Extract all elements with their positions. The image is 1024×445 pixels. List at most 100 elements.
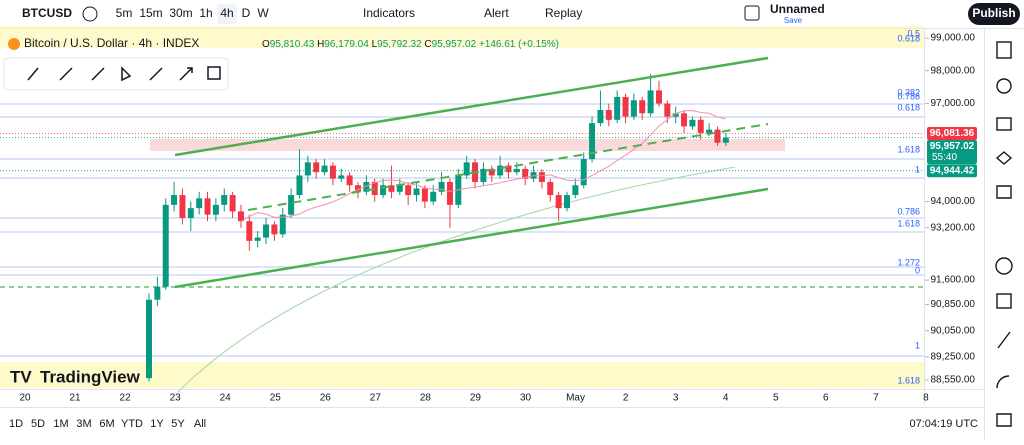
fib-label: 0 (915, 265, 920, 275)
resistance-zone (150, 139, 785, 151)
candle-body (497, 165, 504, 176)
legend-title: Bitcoin / U.S. Dollar · 4h · INDEX (24, 36, 199, 50)
text-part: +146.61 (+0.15%) (479, 39, 559, 50)
range-button[interactable]: 5Y (171, 418, 185, 430)
candle-body (681, 113, 688, 127)
interval[interactable]: 15m (139, 6, 162, 20)
interval[interactable]: W (257, 6, 269, 20)
range-button[interactable]: 6M (99, 418, 114, 430)
candle-body (413, 188, 420, 196)
publish-button[interactable] (968, 3, 1020, 25)
replay[interactable]: Replay (545, 6, 582, 20)
y-tick-label: 91,600.00 (931, 275, 976, 286)
range-button[interactable]: 1Y (150, 418, 164, 430)
x-tick-label: 26 (320, 393, 332, 404)
candle-body (589, 123, 596, 160)
layout-checkbox[interactable] (744, 5, 760, 21)
candle-body (380, 185, 387, 196)
candle-body (580, 159, 587, 186)
layout-name[interactable]: Unnamed (770, 2, 825, 16)
candle-body (171, 195, 178, 205)
interval[interactable]: 4h (220, 6, 233, 20)
candle-body (405, 185, 412, 196)
drawing-tools[interactable] (27, 66, 221, 82)
watermark: TradingView (40, 367, 141, 386)
x-tick-label: 3 (673, 393, 679, 404)
candle-body (421, 188, 428, 202)
candle-body (564, 195, 570, 209)
y-tick-label: 98,000.00 (931, 65, 976, 76)
sidebar-icons[interactable] (995, 41, 1013, 427)
range-button[interactable]: 1D (9, 418, 23, 430)
candle-body (396, 185, 403, 192)
coin-icon (8, 38, 20, 50)
candle-body (338, 175, 345, 179)
candle-body (706, 129, 713, 133)
fib-band (0, 26, 924, 48)
x-tick-label: 7 (873, 393, 879, 404)
fib-label: 1.272 (897, 257, 920, 267)
y-tick-label: 97,000.00 (931, 98, 976, 109)
x-tick-label: 21 (69, 393, 81, 404)
candle-body (204, 198, 211, 215)
publish[interactable]: Publish (972, 6, 1015, 20)
x-tick-label: 30 (520, 393, 532, 404)
candle-body (572, 185, 579, 196)
text-part: 95,792.32 (377, 39, 422, 50)
range-button[interactable]: 3M (76, 418, 91, 430)
candle-body (279, 214, 286, 235)
interval[interactable]: 5m (116, 6, 133, 20)
candle-body (313, 162, 320, 173)
interval[interactable]: 1h (199, 6, 212, 20)
candle-body (639, 100, 646, 114)
candle-body (655, 90, 662, 104)
candle-body (605, 110, 612, 120)
watermark-logo: TV (10, 367, 32, 386)
candle-body (196, 198, 203, 209)
interval[interactable]: 30m (169, 6, 192, 20)
candle-body (254, 237, 261, 241)
candle-body (346, 175, 353, 186)
candle-body (438, 181, 445, 192)
range-button[interactable]: All (194, 418, 206, 430)
range-button[interactable]: 5D (31, 418, 45, 430)
candle-body (296, 175, 303, 196)
alert[interactable]: Alert (484, 6, 509, 20)
channel-mid (247, 123, 769, 211)
fib-label: 0.5 (907, 28, 920, 38)
save[interactable]: Save (784, 16, 803, 25)
candle-body (555, 195, 562, 209)
candle-body (697, 119, 704, 133)
x-tick-label: 25 (270, 393, 282, 404)
symbol[interactable]: BTCUSD (22, 6, 72, 20)
y-tick-label: 90,050.00 (931, 325, 976, 336)
drawing-toolbar (3, 57, 229, 91)
range-button[interactable]: YTD (121, 418, 143, 430)
candle-body (647, 90, 654, 114)
channel-upper (174, 56, 769, 157)
price-tag-label: 94,944.42 (930, 165, 975, 176)
add-symbol[interactable] (82, 6, 98, 22)
candle-body (630, 100, 637, 117)
y-tick-label: 93,200.00 (931, 222, 976, 233)
fib-label: 0.786 (897, 91, 920, 101)
range-button[interactable]: 1M (53, 418, 68, 430)
fib-band (0, 362, 924, 388)
price-tag (927, 164, 977, 178)
x-tick-label: 23 (170, 393, 182, 404)
indicators[interactable]: Indicators (363, 6, 415, 20)
x-tick-label: 6 (823, 393, 829, 404)
candle-body (689, 119, 696, 127)
candle-body (522, 168, 529, 179)
fib-label: 0.786 (897, 206, 920, 216)
interval[interactable]: D (242, 6, 251, 20)
candle-body (614, 96, 621, 120)
price-tag-label: 96,081.36 (930, 128, 975, 139)
x-tick-label: May (566, 393, 585, 404)
fib-label: 1.618 (897, 144, 920, 154)
x-tick-label: 8 (923, 393, 929, 404)
candle-body (488, 168, 495, 176)
fib-label: 0.618 (897, 102, 920, 112)
price-tag (927, 127, 977, 141)
candle-body (355, 185, 361, 192)
